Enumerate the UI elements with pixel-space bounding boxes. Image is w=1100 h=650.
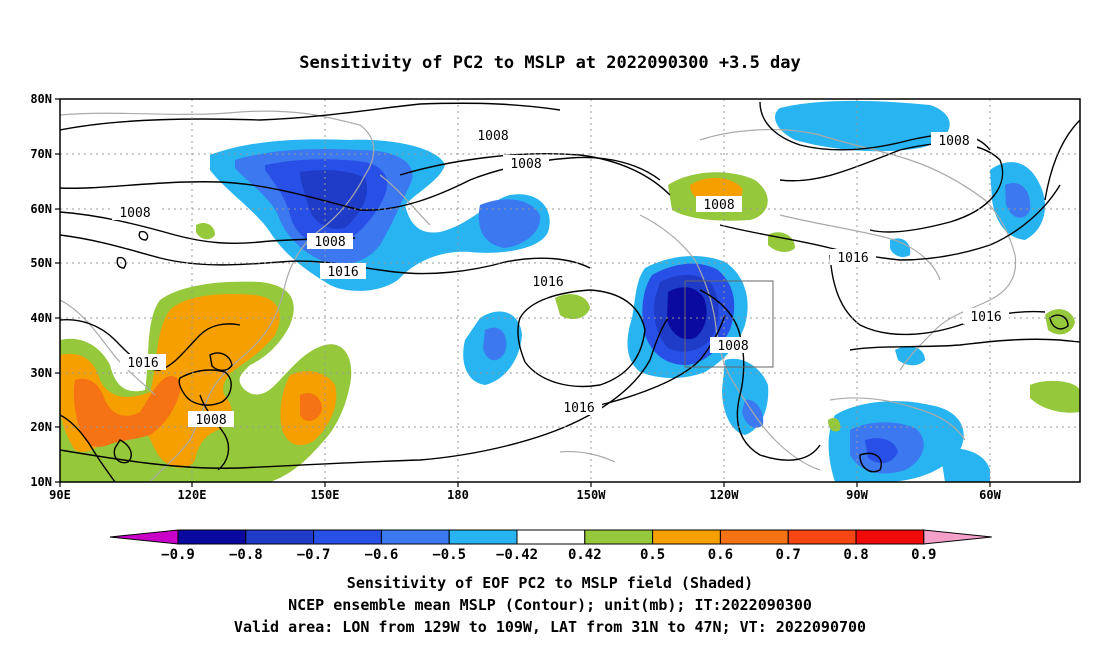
longitude-labels: 90E 120E 150E 180 150W 120W 90W 60W bbox=[49, 488, 1001, 502]
contour-label: 1016 bbox=[327, 265, 358, 280]
lon-label: 180 bbox=[447, 488, 469, 502]
lon-label: 150E bbox=[311, 488, 340, 502]
sensitivity-shading bbox=[60, 100, 1080, 482]
contour-label: 1016 bbox=[837, 251, 868, 266]
map-frame bbox=[59, 98, 1081, 483]
colorbar-label: 0.9 bbox=[911, 547, 936, 563]
contour-label: 1008 bbox=[195, 413, 226, 428]
lon-label: 60W bbox=[979, 488, 1001, 502]
contour-label: 1016 bbox=[532, 275, 563, 290]
caption-line-1: Sensitivity of EOF PC2 to MSLP field (Sh… bbox=[347, 574, 753, 592]
colorbar-swatch bbox=[584, 529, 654, 545]
lon-label: 120E bbox=[178, 488, 207, 502]
contour-label: 1016 bbox=[563, 401, 594, 416]
coastlines bbox=[60, 110, 1017, 482]
colorbar-label: 0.5 bbox=[640, 547, 665, 563]
colorbar-label: −0.9 bbox=[161, 547, 195, 563]
lat-label: 40N bbox=[30, 311, 52, 325]
colorbar-over-triangle bbox=[923, 529, 992, 545]
axis-ticks bbox=[55, 98, 991, 487]
colorbar-label: −0.5 bbox=[432, 547, 466, 563]
lat-label: 10N bbox=[30, 475, 52, 489]
caption-line-2: NCEP ensemble mean MSLP (Contour); unit(… bbox=[288, 596, 812, 614]
contour-labels: 1008 1008 1008 1008 1008 1008 1008 1008 … bbox=[112, 127, 1009, 428]
colorbar-swatch bbox=[448, 529, 518, 545]
colorbar-swatch bbox=[787, 529, 857, 545]
colorbar-label: 0.6 bbox=[708, 547, 733, 563]
colorbar-swatch bbox=[719, 529, 789, 545]
latitude-labels: 80N 70N 60N 50N 40N 30N 20N 10N bbox=[30, 92, 52, 489]
colorbar-label: 0.42 bbox=[568, 547, 602, 563]
colorbar-under-triangle bbox=[109, 529, 179, 545]
colorbar-swatch bbox=[652, 529, 721, 545]
contour-label: 1016 bbox=[127, 356, 158, 371]
lat-label: 60N bbox=[30, 202, 52, 216]
lon-label: 150W bbox=[577, 488, 607, 502]
lat-label: 20N bbox=[30, 420, 52, 434]
lat-label: 50N bbox=[30, 256, 52, 270]
colorbar-swatch bbox=[855, 529, 925, 545]
contour-label: 1008 bbox=[938, 134, 969, 149]
colorbar-label: −0.7 bbox=[297, 547, 331, 563]
lat-label: 30N bbox=[30, 366, 52, 380]
contour-label: 1008 bbox=[717, 339, 748, 354]
colorbar-swatch bbox=[177, 529, 247, 545]
captions: Sensitivity of EOF PC2 to MSLP field (Sh… bbox=[234, 574, 866, 636]
contour-label: 1008 bbox=[314, 235, 345, 250]
lat-label: 70N bbox=[30, 147, 52, 161]
colorbar-swatch bbox=[516, 529, 586, 545]
contour-label: 1008 bbox=[703, 198, 734, 213]
valid-area-box bbox=[684, 280, 774, 368]
caption-line-3: Valid area: LON from 129W to 109W, LAT f… bbox=[234, 618, 866, 636]
map-title: Sensitivity of PC2 to MSLP at 2022090300… bbox=[299, 53, 801, 73]
lon-label: 90W bbox=[846, 488, 868, 502]
colorbar-label: 0.7 bbox=[776, 547, 801, 563]
contour-label: 1008 bbox=[510, 157, 541, 172]
colorbar-label: −0.8 bbox=[229, 547, 263, 563]
lat-label: 80N bbox=[30, 92, 52, 106]
colorbar: −0.9 −0.8 −0.7 −0.6 −0.5 −0.42 0.42 0.5 0.6 0.7 0.… bbox=[109, 529, 992, 563]
colorbar-swatch bbox=[245, 529, 315, 545]
contour-label: 1016 bbox=[970, 310, 1001, 325]
colorbar-label: −0.6 bbox=[365, 547, 399, 563]
contour-label: 1008 bbox=[477, 129, 508, 144]
lon-label: 90E bbox=[49, 488, 71, 502]
colorbar-swatch bbox=[313, 529, 382, 545]
colorbar-label: −0.42 bbox=[496, 547, 538, 563]
contour-label: 1008 bbox=[119, 206, 150, 221]
colorbar-swatch bbox=[380, 529, 450, 545]
lon-label: 120W bbox=[710, 488, 740, 502]
colorbar-label: 0.8 bbox=[843, 547, 868, 563]
